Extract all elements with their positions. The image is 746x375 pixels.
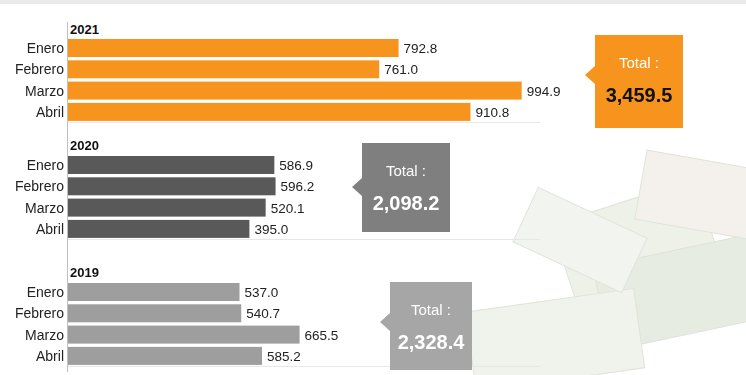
total-callout: [380, 282, 472, 370]
bar: [68, 347, 262, 365]
category-label: Marzo: [25, 327, 64, 343]
category-label: Abril: [36, 221, 64, 237]
bar: [68, 177, 276, 195]
bar: [68, 304, 241, 322]
category-axis-line: [67, 22, 68, 372]
panel-title: 2021: [70, 22, 99, 37]
panel-2021: 2021 Enero 792.8 Febrero 761.0 Marzo 994.9 Abri…: [15, 22, 683, 128]
data-label: 665.5: [305, 328, 339, 343]
category-label: Febrero: [15, 61, 64, 77]
data-label: 540.7: [246, 306, 280, 321]
bar: [68, 82, 522, 100]
total-callout: [585, 35, 683, 128]
category-label: Abril: [36, 104, 64, 120]
chart-root: 2021 Enero 792.8 Febrero 761.0 Marzo 994.9 Abri…: [0, 0, 746, 375]
banknote-shape: [635, 150, 746, 240]
data-label: 994.9: [527, 84, 561, 99]
value-axis-line: [68, 122, 540, 123]
panel-title: 2020: [70, 138, 99, 153]
bars: [68, 156, 276, 238]
total-value: 2,098.2: [373, 192, 440, 214]
category-label: Enero: [27, 40, 65, 56]
category-label: Enero: [27, 284, 65, 300]
bar: [68, 39, 399, 57]
category-label: Febrero: [15, 305, 64, 321]
background-decoration: [0, 0, 746, 375]
data-label: 596.2: [281, 179, 315, 194]
category-label: Abril: [36, 348, 64, 364]
data-label: 792.8: [404, 41, 438, 56]
panel-2020: 2020 Enero 586.9 Febrero 596.2 Marzo 520.1 Abri…: [15, 138, 540, 239]
chart-svg: 2021 Enero 792.8 Febrero 761.0 Marzo 994.9 Abri…: [0, 0, 746, 375]
data-label: 537.0: [245, 285, 279, 300]
category-label: Marzo: [25, 200, 64, 216]
total-label: Total :: [619, 54, 659, 71]
total-label: Total :: [386, 162, 426, 179]
total-value: 3,459.5: [606, 84, 673, 106]
bar: [68, 326, 300, 344]
bar: [68, 283, 240, 301]
value-axis-line: [68, 239, 540, 240]
bar: [68, 103, 470, 121]
bar: [68, 156, 274, 174]
bar: [68, 199, 266, 217]
data-label: 520.1: [271, 201, 305, 216]
data-label: 586.9: [279, 158, 313, 173]
total-label: Total :: [411, 301, 451, 318]
data-label: 395.0: [254, 222, 288, 237]
bars: [68, 283, 300, 365]
panel-title: 2019: [70, 265, 99, 280]
banknote-shape: [465, 289, 644, 375]
total-value: 2,328.4: [398, 331, 466, 353]
data-label: 585.2: [267, 349, 301, 364]
category-label: Marzo: [25, 83, 64, 99]
banknote-shape: [513, 187, 647, 292]
category-label: Enero: [27, 157, 65, 173]
category-label: Febrero: [15, 178, 64, 194]
bar: [68, 60, 379, 78]
data-label: 910.8: [475, 105, 509, 120]
bar: [68, 220, 249, 238]
total-callout: [352, 143, 450, 232]
top-rule: [0, 0, 746, 4]
panel-2019: 2019 Enero 537.0 Febrero 540.7 Marzo 665.5 Abri…: [15, 265, 540, 370]
bars: [68, 39, 522, 121]
data-label: 761.0: [384, 62, 418, 77]
